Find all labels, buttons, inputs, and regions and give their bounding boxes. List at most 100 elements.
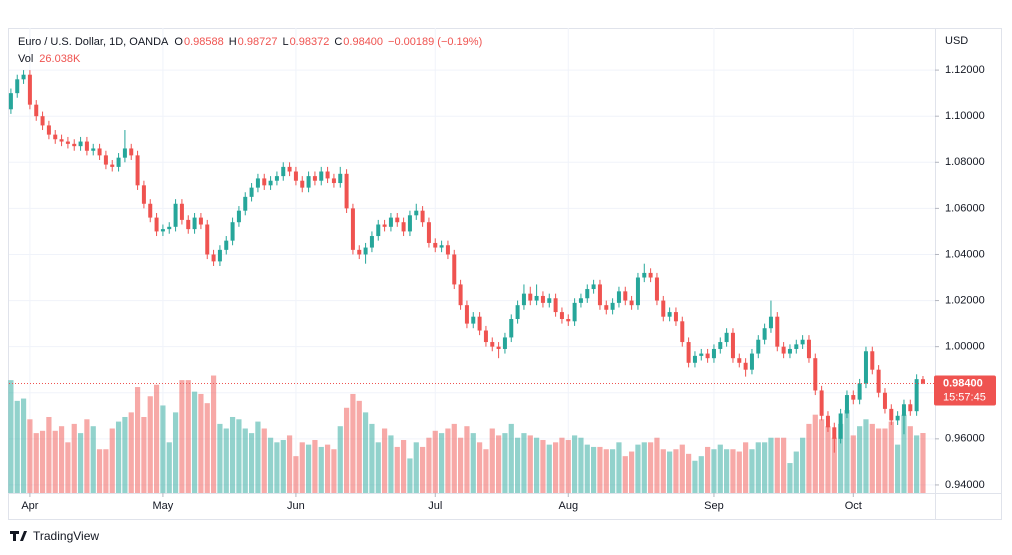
volume-bar <box>71 423 77 493</box>
volume-bar <box>787 463 793 493</box>
candle-body <box>186 219 191 230</box>
volume-bar <box>204 403 210 493</box>
candle-body <box>34 104 39 117</box>
candle-body <box>749 353 754 370</box>
volume-bar <box>407 458 413 493</box>
volume-bar <box>426 437 432 493</box>
candle-body <box>730 332 735 359</box>
volume-bar <box>591 446 597 493</box>
volume-bar <box>616 442 622 493</box>
volume-bar <box>546 444 552 493</box>
candle-body <box>515 305 520 320</box>
x-tick-label: Jun <box>287 500 305 512</box>
volume-bar <box>648 442 654 493</box>
candle-body <box>407 215 412 232</box>
candle-body <box>464 305 469 324</box>
candle-body <box>78 141 83 147</box>
volume-bar <box>825 426 831 493</box>
volume-bar <box>755 442 761 493</box>
candle-body <box>661 300 666 317</box>
volume-bar <box>660 449 666 493</box>
volume-bar <box>774 437 780 493</box>
volume-bar <box>128 412 134 493</box>
volume-bar <box>850 435 856 493</box>
volume-bar <box>122 416 128 493</box>
candle-body <box>217 249 222 262</box>
brand: TradingView <box>10 529 99 543</box>
candle-body <box>604 305 609 310</box>
ohlc-key: L <box>282 36 288 48</box>
volume-bar <box>90 426 96 493</box>
candle-body <box>648 272 653 278</box>
candle-body <box>673 312 678 322</box>
volume-bar <box>362 412 369 493</box>
candle-body <box>876 369 881 393</box>
volume-bar <box>331 449 337 493</box>
ohlc-key: C <box>334 36 342 48</box>
volume-bar <box>863 419 869 493</box>
candle-body <box>895 415 900 421</box>
volume-bar <box>540 440 546 493</box>
volume-bar <box>584 444 590 493</box>
volume-bar <box>20 398 27 493</box>
volume-bar <box>470 433 476 493</box>
volume-bar <box>553 442 559 493</box>
candle-body <box>363 247 368 255</box>
candle-body <box>775 316 780 347</box>
candle-body <box>914 379 919 412</box>
volume-bar <box>831 437 837 493</box>
volume-bar <box>318 446 324 493</box>
x-tick-label: Sep <box>704 500 724 512</box>
volume-bar <box>521 433 527 493</box>
volume-bar <box>39 430 46 493</box>
candle-body <box>306 176 311 188</box>
currency-label: USD <box>945 35 968 47</box>
volume-bar <box>457 437 464 493</box>
candle-body <box>870 351 875 370</box>
candle-body <box>116 157 121 167</box>
volume-bar <box>419 446 426 493</box>
x-tick-label: May <box>153 500 174 512</box>
candle-body <box>844 395 849 414</box>
chart-frame <box>8 28 1002 520</box>
y-tick-label: 1.00000 <box>945 341 985 353</box>
candle-body <box>103 155 108 165</box>
candle-body <box>832 427 837 439</box>
volume-bar <box>920 433 926 493</box>
candles <box>8 70 925 453</box>
candle-body <box>160 229 165 232</box>
volume-bar <box>242 428 248 493</box>
candle-body <box>616 291 621 303</box>
volume-bar <box>610 449 616 493</box>
candle-body <box>458 284 463 306</box>
volume-key: Vol <box>18 53 33 65</box>
volume-bar <box>844 410 850 493</box>
volume-bar <box>432 430 438 493</box>
volume-bar <box>901 414 907 493</box>
candle-body <box>312 176 317 181</box>
ohlc-value: 0.98727 <box>238 36 278 48</box>
candle-body <box>179 203 184 220</box>
volume-bar <box>84 419 90 493</box>
volume-bar <box>895 444 901 493</box>
volume-bar <box>337 426 343 493</box>
candle-body <box>629 300 634 306</box>
candle-body <box>46 125 51 135</box>
volume-bar <box>388 435 394 493</box>
volume-bar <box>236 419 242 493</box>
volume-bar <box>229 416 236 493</box>
candle-body <box>230 222 235 241</box>
candle-body <box>388 217 393 227</box>
candle-body <box>838 413 843 439</box>
candle-body <box>211 254 216 262</box>
candle-body <box>40 116 45 126</box>
candle-body <box>813 358 818 391</box>
volume-bar <box>350 393 356 493</box>
volume-bar <box>33 433 39 493</box>
volume-value: 26.038K <box>39 53 81 65</box>
candle-body <box>236 210 241 223</box>
volume-bar <box>8 380 14 493</box>
candle-body <box>167 226 172 230</box>
y-tick-label: 0.94000 <box>945 479 985 491</box>
